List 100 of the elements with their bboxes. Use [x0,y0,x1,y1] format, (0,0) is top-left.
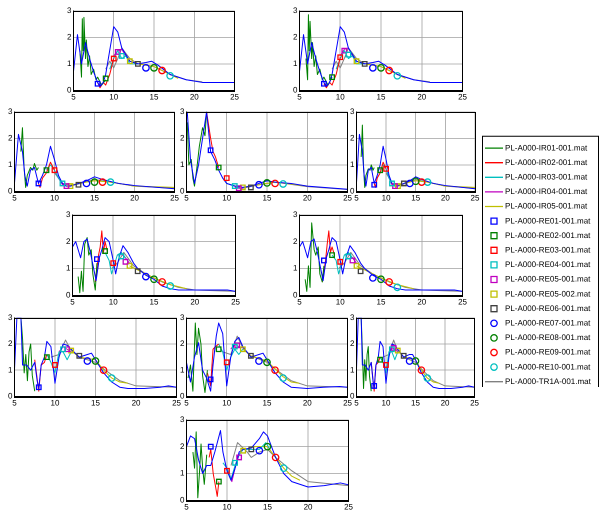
y-tick-label: 3 [292,210,298,220]
x-tick-label: 25 [343,398,353,408]
legend-label: PL-A000-RE08-001.mat [505,333,592,342]
x-tick-label: 20 [130,193,140,202]
x-tick-label: 5 [297,92,302,102]
y-tick-label: 3 [180,313,185,322]
y-tick-label: 3 [66,6,72,16]
legend-label: PL-A000-IR04-001.mat [505,187,588,196]
legend-label: PL-A000-IR05-001.mat [505,202,588,211]
x-tick-label: 10 [108,297,118,306]
x-tick-label: 10 [336,92,346,102]
x-tick-label: 25 [458,297,468,306]
x-tick-label: 25 [343,193,353,202]
legend-label: PL-A000-RE01-001.mat [505,216,592,226]
x-tick-label: 25 [170,193,180,202]
x-tick-label: 15 [150,297,159,306]
y-tick-label: 1 [180,160,185,170]
y-tick-label: 2 [180,442,185,451]
y-tick-label: 0 [292,290,298,300]
x-tick-label: 15 [376,297,386,306]
y-tick-label: 2 [66,236,71,246]
x-tick-label: 20 [190,297,200,306]
legend-label: PL-A000-IR03-001.mat [505,172,588,182]
x-tick-label: 10 [382,193,392,202]
x-tick-label: 25 [458,92,468,102]
y-tick-label: 3 [180,107,185,116]
y-tick-label: 1 [180,468,185,478]
x-tick-label: 20 [302,193,312,202]
x-tick-label: 5 [184,398,190,408]
x-tick-label: 15 [263,502,272,512]
y-tick-label: 0 [8,186,13,196]
y-tick-label: 2 [180,339,185,348]
y-tick-label: 2 [350,134,355,143]
x-tick-label: 25 [172,398,182,408]
x-tick-label: 5 [297,297,302,306]
x-tick-label: 25 [470,398,480,408]
x-tick-label: 5 [70,297,76,306]
legend-label: PL-A000-RE06-001.mat [505,304,592,313]
y-tick-label: 0 [66,86,72,95]
y-tick-label: 3 [292,6,298,16]
y-tick-label: 0 [180,496,185,505]
y-tick-label: 0 [8,392,13,401]
y-tick-label: 0 [66,290,71,300]
y-tick-label: 0 [292,86,298,95]
y-tick-label: 0 [350,186,355,196]
legend-label: PL-A000-RE07-001.mat [505,318,592,328]
legend-label: PL-A000-RE04-001.mat [505,260,592,270]
y-tick-label: 1 [8,160,13,170]
x-tick-label: 5 [71,92,76,102]
x-tick-label: 15 [411,398,420,408]
x-tick-label: 20 [190,92,200,102]
x-tick-label: 5 [12,193,18,202]
y-tick-label: 1 [66,264,71,273]
legend-label: PL-A000-IR02-001.mat [505,158,588,167]
x-tick-label: 15 [150,92,159,102]
x-tick-label: 10 [50,398,60,408]
legend-label: PL-A000-IR01-001.mat [505,143,588,152]
y-tick-label: 1 [180,365,185,374]
y-tick-label: 3 [8,107,13,116]
x-tick-label: 10 [50,193,60,202]
x-tick-label: 10 [222,193,232,202]
x-tick-label: 5 [354,193,360,202]
y-tick-label: 1 [8,365,13,374]
legend-label: PL-A000-TR1A-001.mat [505,376,592,386]
x-tick-label: 10 [382,398,391,408]
legend-label: PL-A000-RE09-001.mat [505,348,592,357]
y-tick-label: 2 [66,32,72,42]
x-tick-label: 20 [417,92,427,102]
x-tick-label: 5 [184,502,190,512]
y-tick-label: 3 [180,415,185,424]
x-tick-label: 15 [411,193,421,202]
x-tick-label: 20 [440,398,450,408]
y-tick-label: 1 [350,160,355,170]
x-tick-label: 20 [417,297,427,306]
x-tick-label: 10 [336,297,346,306]
y-tick-label: 0 [180,392,185,401]
y-tick-label: 0 [350,392,355,401]
y-tick-label: 3 [66,210,71,220]
y-tick-label: 2 [350,339,355,348]
y-tick-label: 1 [292,59,298,68]
y-tick-label: 2 [8,339,13,348]
x-tick-label: 10 [109,92,119,102]
x-tick-label: 15 [262,193,272,202]
x-tick-label: 5 [12,398,18,408]
x-tick-label: 10 [222,502,232,512]
legend-label: PL-A000-RE10-001.mat [505,362,592,372]
x-tick-label: 15 [262,398,272,408]
x-tick-label: 25 [470,193,480,202]
y-tick-label: 3 [350,107,355,116]
x-tick-label: 20 [132,398,142,408]
x-tick-label: 20 [440,193,450,202]
x-tick-label: 20 [304,502,314,512]
x-tick-label: 25 [344,502,354,512]
x-tick-label: 20 [302,398,312,408]
legend-label: PL-A000-RE05-001.mat [505,274,592,284]
x-tick-label: 15 [376,92,386,102]
x-tick-label: 15 [90,193,100,202]
y-tick-label: 1 [292,264,298,273]
x-tick-label: 5 [354,398,360,408]
legend-label: PL-A000-RE03-001.mat [505,246,592,255]
